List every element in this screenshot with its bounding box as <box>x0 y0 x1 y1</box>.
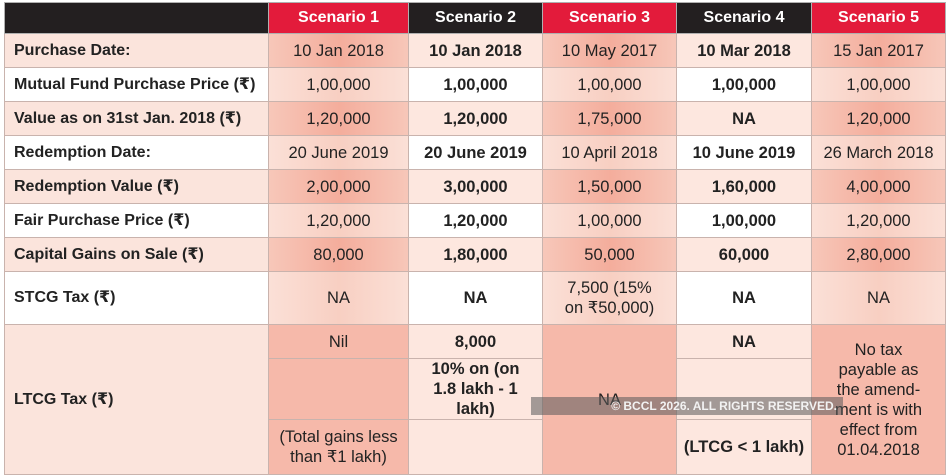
table-row-capital-gains: Capital Gains on Sale (₹) 80,000 1,80,00… <box>4 237 946 272</box>
cell-s3: 1,00,000 <box>542 203 677 238</box>
cell-s1-ltcg-2 <box>268 358 409 420</box>
cell-s1: NA <box>268 271 409 325</box>
cell-s5: 1,00,000 <box>811 67 946 102</box>
cell-s2: 3,00,000 <box>408 169 543 204</box>
cell-s4: 1,60,000 <box>676 169 812 204</box>
cell-s5: 1,20,000 <box>811 101 946 136</box>
cell-s1: 20 June 2019 <box>268 135 409 170</box>
cell-s2: 1,20,000 <box>408 101 543 136</box>
cell-s2: NA <box>408 271 543 325</box>
row-label: Redemption Value (₹) <box>4 169 269 204</box>
table-row-purchase-price: Mutual Fund Purchase Price (₹) 1,00,000 … <box>4 67 946 102</box>
row-label: Fair Purchase Price (₹) <box>4 203 269 238</box>
cell-s1: 1,20,000 <box>268 203 409 238</box>
cell-s2: 20 June 2019 <box>408 135 543 170</box>
row-label: STCG Tax (₹) <box>4 271 269 325</box>
header-scenario-1: Scenario 1 <box>268 2 409 34</box>
row-label: Mutual Fund Purchase Price (₹) <box>4 67 269 102</box>
header-row: Scenario 1 Scenario 2 Scenario 3 Scenari… <box>4 2 946 34</box>
cell-s1: 10 Jan 2018 <box>268 33 409 68</box>
table-row-value-31-jan: Value as on 31st Jan. 2018 (₹) 1,20,000 … <box>4 101 946 136</box>
cell-s5: 4,00,000 <box>811 169 946 204</box>
cell-s2: 1,00,000 <box>408 67 543 102</box>
row-label: Redemption Date: <box>4 135 269 170</box>
row-label-ltcg: LTCG Tax (₹) <box>4 324 269 475</box>
cell-s1: 2,00,000 <box>268 169 409 204</box>
cell-s2-ltcg-1: 8,000 <box>408 324 543 359</box>
cell-s4-ltcg-3: (LTCG < 1 lakh) <box>676 419 812 475</box>
cell-s5: 2,80,000 <box>811 237 946 272</box>
cell-s3: 10 April 2018 <box>542 135 677 170</box>
cell-s4: 10 Mar 2018 <box>676 33 812 68</box>
cell-s5: NA <box>811 271 946 325</box>
cell-s2: 1,20,000 <box>408 203 543 238</box>
table-row-redemption-value: Redemption Value (₹) 2,00,000 3,00,000 1… <box>4 169 946 204</box>
scenario-comparison-table: Scenario 1 Scenario 2 Scenario 3 Scenari… <box>4 2 946 475</box>
header-scenario-4: Scenario 4 <box>676 2 812 34</box>
cell-s1: 80,000 <box>268 237 409 272</box>
cell-s5: 15 Jan 2017 <box>811 33 946 68</box>
table-row-fair-purchase-price: Fair Purchase Price (₹) 1,20,000 1,20,00… <box>4 203 946 238</box>
header-corner <box>4 2 269 34</box>
cell-s1-ltcg-1: Nil <box>268 324 409 359</box>
cell-s1-ltcg-3: (Total gains less than ₹1 lakh) <box>268 419 409 475</box>
cell-s2: 1,80,000 <box>408 237 543 272</box>
cell-s2-ltcg-2: 10% on (on 1.8 lakh - 1 lakh) <box>408 358 543 420</box>
cell-s4-ltcg-1: NA <box>676 324 812 359</box>
header-scenario-2: Scenario 2 <box>408 2 543 34</box>
cell-s3: 1,75,000 <box>542 101 677 136</box>
table-row-stcg-tax: STCG Tax (₹) NA NA 7,500 (15% on ₹50,000… <box>4 271 946 325</box>
table-row-ltcg-tax-3: (Total gains less than ₹1 lakh) (LTCG < … <box>5 419 946 475</box>
cell-s3: 7,500 (15% on ₹50,000) <box>542 271 677 325</box>
row-label: Capital Gains on Sale (₹) <box>4 237 269 272</box>
cell-s4: 10 June 2019 <box>676 135 812 170</box>
row-label: Purchase Date: <box>4 33 269 68</box>
cell-s3: 1,50,000 <box>542 169 677 204</box>
cell-s4: 1,00,000 <box>676 67 812 102</box>
cell-s3: 10 May 2017 <box>542 33 677 68</box>
cell-s1: 1,20,000 <box>268 101 409 136</box>
cell-s5-ltcg: No tax payable as the amend-ment is with… <box>811 324 946 475</box>
cell-s4: NA <box>676 271 812 325</box>
cell-s5: 26 March 2018 <box>811 135 946 170</box>
table-row-ltcg-tax-1: LTCG Tax (₹) Nil 8,000 NA NA No tax paya… <box>4 324 946 475</box>
cell-s3: 50,000 <box>542 237 677 272</box>
row-label: Value as on 31st Jan. 2018 (₹) <box>4 101 269 136</box>
cell-s4: 60,000 <box>676 237 812 272</box>
cell-s4: 1,00,000 <box>676 203 812 238</box>
cell-s4: NA <box>676 101 812 136</box>
table-row-purchase-date: Purchase Date: 10 Jan 2018 10 Jan 2018 1… <box>4 33 946 68</box>
header-scenario-3: Scenario 3 <box>542 2 677 34</box>
cell-s3: 1,00,000 <box>542 67 677 102</box>
cell-s1: 1,00,000 <box>268 67 409 102</box>
cell-s2: 10 Jan 2018 <box>408 33 543 68</box>
table-row-redemption-date: Redemption Date: 20 June 2019 20 June 20… <box>4 135 946 170</box>
copyright-watermark: © BCCL 2026. ALL RIGHTS RESERVED. <box>531 397 843 415</box>
header-scenario-5: Scenario 5 <box>811 2 946 34</box>
cell-s5: 1,20,000 <box>811 203 946 238</box>
cell-s2-ltcg-3 <box>408 419 543 475</box>
